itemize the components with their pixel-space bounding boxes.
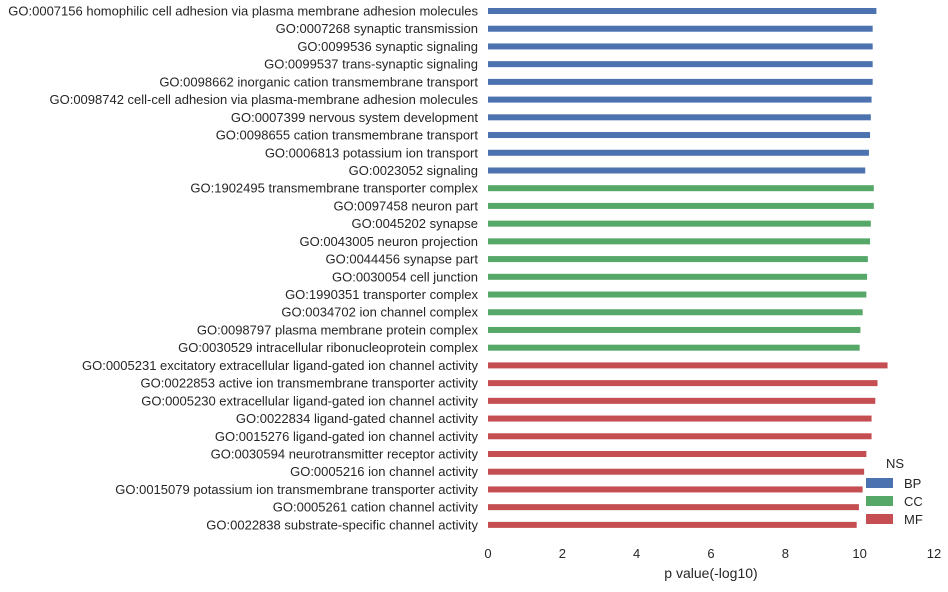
bar: [488, 61, 873, 68]
legend-label: MF: [904, 512, 923, 527]
category-label: GO:0098742 cell-cell adhesion via plasma…: [49, 92, 478, 107]
bar: [488, 8, 877, 14]
category-label: GO:0007156 homophilic cell adhesion via …: [8, 4, 478, 19]
bar: [488, 380, 878, 387]
bar: [488, 238, 871, 245]
category-label: GO:0030054 cell junction: [332, 269, 478, 284]
bar: [488, 468, 865, 475]
category-label: GO:0015079 potassium ion transmembrane t…: [115, 482, 478, 497]
bar: [488, 326, 861, 333]
category-label: GO:0099537 trans-synaptic signaling: [264, 57, 478, 72]
bar: [488, 43, 873, 50]
bar: [488, 78, 873, 85]
category-label: GO:1990351 transporter complex: [285, 287, 478, 302]
bar: [488, 344, 860, 351]
bar: [488, 273, 868, 280]
category-labels: GO:0007156 homophilic cell adhesion via …: [8, 4, 478, 533]
bar: [488, 397, 876, 404]
category-label: GO:0006813 potassium ion transport: [265, 145, 479, 160]
bar: [488, 114, 871, 121]
x-tick-label: 4: [633, 546, 640, 561]
legend-label: BP: [904, 476, 921, 491]
bar: [488, 451, 867, 457]
category-label: GO:0005230 extracellular ligand-gated io…: [141, 393, 478, 408]
bars-group: [488, 8, 888, 528]
bar: [488, 202, 874, 209]
category-label: GO:0097458 neuron part: [333, 198, 478, 213]
category-label: GO:0030594 neurotransmitter receptor act…: [211, 447, 479, 462]
bar: [488, 504, 859, 511]
bar: [488, 433, 872, 440]
bar: [488, 132, 871, 139]
legend-title: NS: [886, 456, 904, 471]
category-label: GO:0022838 substrate-specific channel ac…: [206, 517, 478, 532]
category-label: GO:0045202 synapse: [352, 216, 478, 231]
x-axis-ticks: 0 2 4 6 8 10 12: [484, 546, 941, 561]
x-tick-label: 8: [782, 546, 789, 561]
bar: [488, 220, 871, 227]
bar: [488, 185, 874, 192]
category-label: GO:0098797 plasma membrane protein compl…: [197, 322, 479, 337]
category-label: GO:0005261 cation channel activity: [273, 500, 479, 515]
legend-label: CC: [904, 494, 923, 509]
category-label: GO:0007399 nervous system development: [231, 110, 479, 125]
bar: [488, 415, 872, 422]
category-label: GO:0022853 active ion transmembrane tran…: [141, 376, 479, 391]
legend-swatch: [866, 478, 893, 488]
category-label: GO:0022834 ligand-gated channel activity: [236, 411, 479, 426]
legend: NS BP CC MF: [866, 456, 923, 527]
x-tick-label: 6: [707, 546, 714, 561]
category-label: GO:0005216 ion channel activity: [290, 464, 478, 479]
x-tick-label: 10: [852, 546, 866, 561]
x-tick-label: 12: [927, 546, 941, 561]
category-label: GO:0098662 inorganic cation transmembran…: [159, 74, 478, 89]
bar: [488, 149, 869, 156]
legend-swatch: [866, 514, 893, 524]
bar: [488, 96, 872, 103]
category-label: GO:0099536 synaptic signaling: [297, 39, 478, 54]
bar: [488, 486, 863, 493]
category-label: GO:0044456 synapse part: [326, 252, 479, 267]
category-label: GO:0015276 ligand-gated ion channel acti…: [215, 429, 479, 444]
category-label: GO:0034702 ion channel complex: [281, 305, 478, 320]
bar: [488, 25, 873, 32]
legend-swatch: [866, 496, 893, 506]
bar: [488, 256, 868, 263]
x-axis-label: p value(-log10): [664, 565, 757, 581]
category-label: GO:0023052 signaling: [349, 163, 478, 178]
bar: [488, 291, 867, 298]
category-label: GO:1902495 transmembrane transporter com…: [190, 181, 478, 196]
category-label: GO:0098655 cation transmembrane transpor…: [216, 128, 479, 143]
category-label: GO:0005231 excitatory extracellular liga…: [82, 358, 479, 373]
x-tick-label: 0: [484, 546, 491, 561]
category-label: GO:0030529 intracellular ribonucleoprote…: [178, 340, 478, 355]
category-label: GO:0007268 synaptic transmission: [276, 21, 478, 36]
bar: [488, 309, 863, 316]
x-tick-label: 2: [559, 546, 566, 561]
category-label: GO:0043005 neuron projection: [299, 234, 478, 249]
bar: [488, 167, 866, 174]
bar: [488, 362, 888, 369]
bar: [488, 521, 857, 528]
